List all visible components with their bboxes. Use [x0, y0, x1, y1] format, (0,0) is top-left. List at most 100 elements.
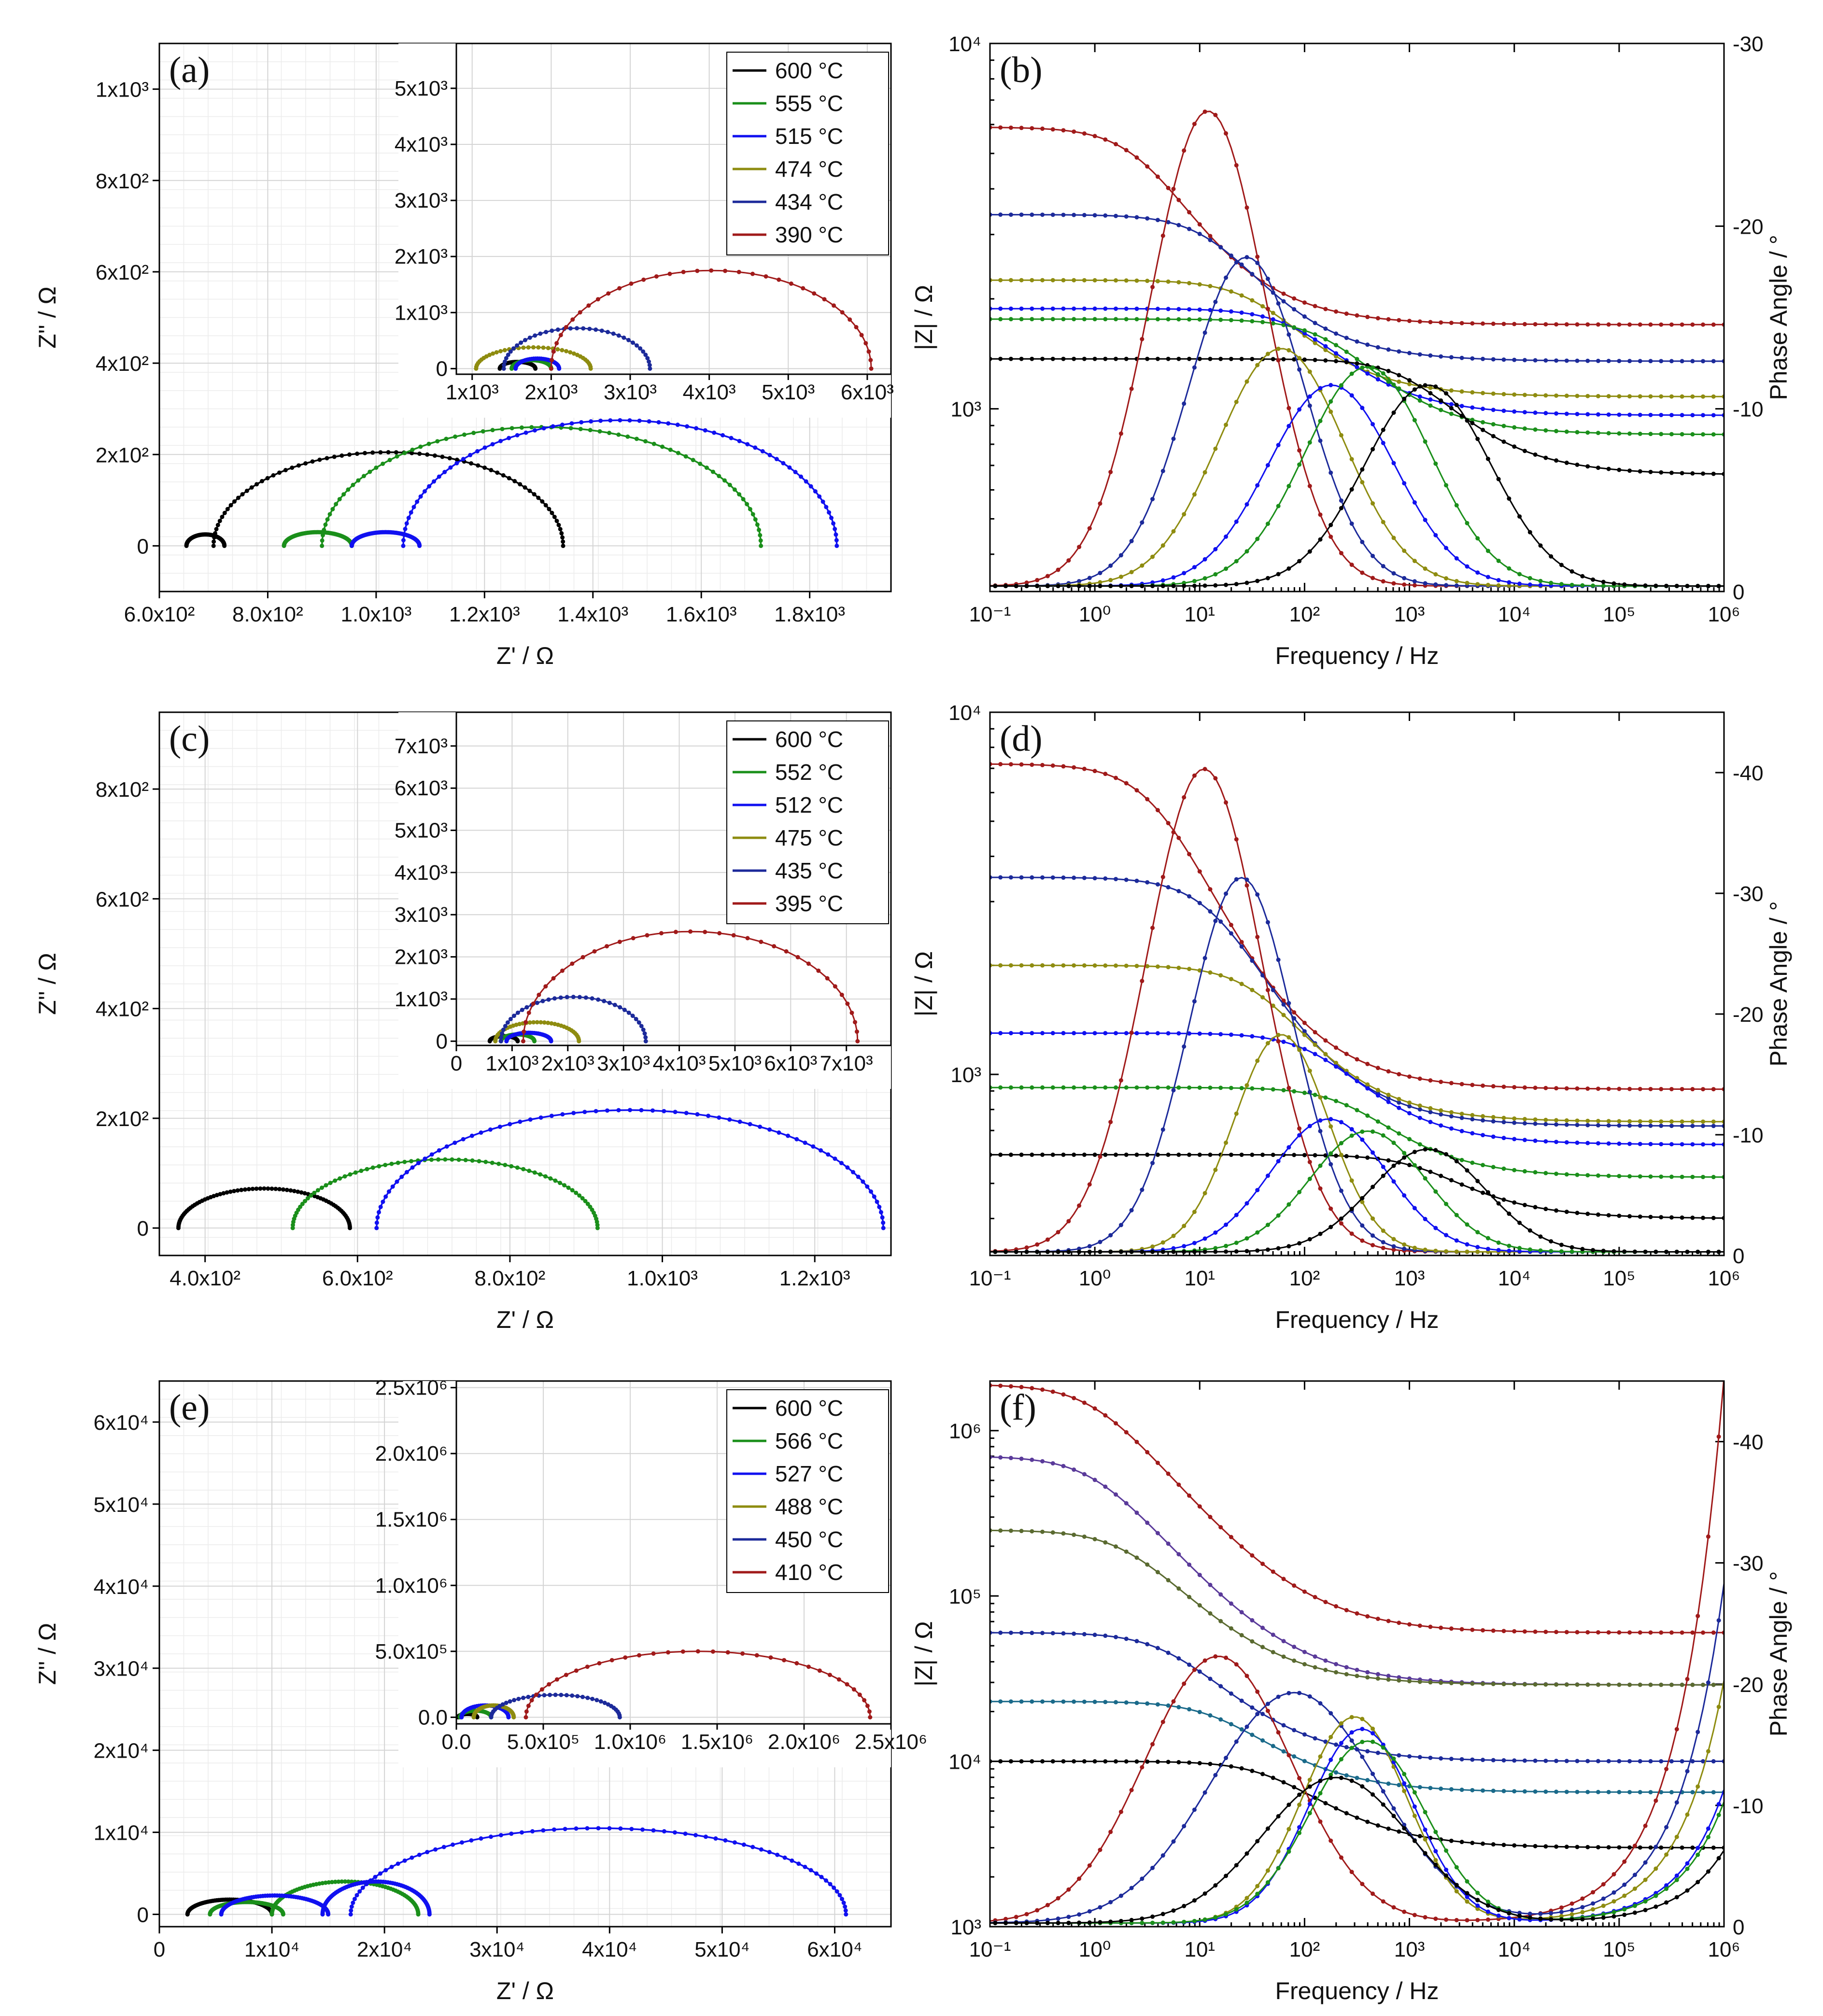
inset-data-point [641, 1028, 646, 1032]
data-point [378, 1205, 383, 1210]
inset-x-tick-label: 7x10³ [820, 1052, 873, 1075]
data-point [401, 538, 406, 543]
inset-data-point [568, 350, 573, 355]
inset-data-point [531, 1001, 536, 1006]
x-axis-label: Frequency / Hz [1275, 642, 1439, 669]
data-point [745, 442, 750, 447]
inset-x-tick-label: 1.5x10⁶ [681, 1730, 753, 1754]
y-axis-label: Z'' / Ω [34, 1623, 61, 1685]
data-point [447, 456, 452, 461]
inset-x-tick-label: 1x10³ [485, 1052, 538, 1075]
data-point [368, 1878, 373, 1883]
data-point [402, 532, 407, 537]
inset-data-point [617, 1715, 622, 1720]
phase-fit-line [990, 256, 1724, 587]
data-point [538, 1115, 543, 1120]
data-point [607, 431, 612, 436]
data-point [711, 469, 716, 474]
data-point [618, 418, 622, 423]
data-point [381, 1199, 385, 1204]
inset-data-point [763, 274, 768, 279]
panel-label: (a) [169, 50, 210, 90]
data-layer [990, 761, 1724, 1254]
y-tick-label: 1x10³ [96, 78, 149, 102]
inset-data-point [806, 961, 811, 966]
legend: 600 °C 555 °C 515 °C 474 °C 434 °C 390 °C [726, 52, 889, 255]
data-point [365, 1167, 369, 1171]
y-tick-label: 10⁵ [949, 1585, 981, 1608]
y2-tick-label: -40 [1733, 1431, 1764, 1454]
data-point [427, 1912, 432, 1917]
y-axis-label: Z'' / Ω [34, 953, 61, 1015]
data-point [560, 423, 565, 427]
inset-data-point [526, 345, 531, 350]
inset-data-point [709, 268, 714, 273]
data-point [528, 1117, 533, 1122]
data-point [323, 522, 328, 527]
y-tick-label: 10³ [950, 1916, 981, 1939]
data-point [518, 482, 523, 487]
inset-data-point [845, 1682, 849, 1687]
data-point [627, 418, 632, 423]
data-point [616, 1108, 621, 1113]
x-tick-label: 10⁻¹ [969, 1267, 1011, 1290]
x-tick-label: 10⁻¹ [969, 603, 1011, 626]
data-point [409, 510, 413, 515]
data-point [281, 1187, 285, 1192]
x-axis-label: Z' / Ω [496, 1306, 554, 1333]
inset-data-point [559, 1692, 564, 1697]
data-point [353, 1170, 358, 1175]
inset-data-point [801, 286, 806, 291]
inset-x-tick-label: 5x10³ [708, 1052, 762, 1075]
data-point [509, 1164, 514, 1169]
data-point [443, 1157, 448, 1162]
y2-tick-label: 0 [1733, 580, 1744, 604]
data-point [389, 1864, 394, 1869]
inset-data-point [866, 349, 871, 354]
data-point [418, 494, 423, 499]
data-point [804, 479, 808, 484]
inset-data-point [549, 1039, 553, 1043]
inset-data-point [503, 1024, 508, 1029]
data-point [403, 527, 408, 532]
data-point [796, 1861, 801, 1866]
data-point [488, 1127, 493, 1132]
inset-data-point [523, 1020, 528, 1025]
inset-data-point [577, 995, 582, 1000]
data-point [456, 1157, 461, 1162]
data-point [266, 1186, 270, 1191]
inset-data-point [550, 328, 554, 333]
inset-y-tick-label: 5x10³ [395, 77, 448, 100]
data-point [356, 478, 361, 483]
inset-data-point [504, 356, 509, 361]
magnitude-fit-line [990, 1456, 1724, 1686]
inset-data-point [508, 1016, 513, 1021]
x-tick-label: 8.0x10² [232, 603, 303, 626]
legend-entry: 512 °C [775, 792, 843, 818]
data-point [323, 1880, 328, 1885]
data-point [332, 454, 337, 459]
data-point [470, 1158, 475, 1163]
magnitude-fit-line [990, 964, 1724, 1123]
inset-data-point [553, 1692, 558, 1697]
inset-data-point [578, 310, 582, 315]
legend-box [726, 52, 889, 255]
data-point [595, 1226, 600, 1230]
inset-data-point [759, 939, 763, 944]
data-point [508, 1122, 512, 1127]
inset-data-point [499, 1035, 504, 1040]
y2-tick-label: 0 [1733, 1244, 1744, 1268]
data-point [277, 470, 282, 475]
legend-entry: 395 °C [775, 891, 843, 916]
inset-data-point [534, 1692, 538, 1697]
inset-data-point [554, 1677, 559, 1682]
data-point [222, 543, 227, 548]
data-point [872, 1194, 876, 1199]
legend-entry: 515 °C [775, 124, 843, 149]
data-point [695, 1112, 700, 1117]
inset-x-tick-label: 3x10³ [604, 381, 657, 404]
magnitude-fit-line [990, 1086, 1724, 1178]
y-tick-label: 0 [137, 535, 149, 558]
legend-box [726, 1389, 889, 1593]
data-point [387, 458, 392, 463]
